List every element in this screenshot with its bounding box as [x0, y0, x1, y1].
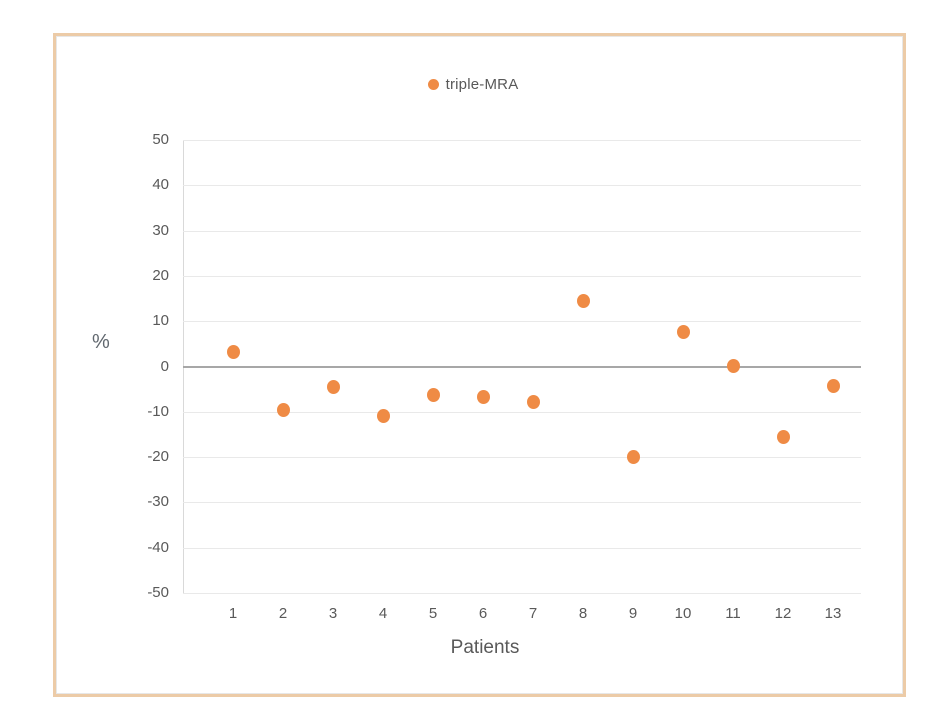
gridline [183, 275, 861, 277]
x-tick-label: 4 [378, 605, 388, 622]
chart-border [56, 36, 903, 694]
data-point [376, 408, 390, 423]
x-tick-label: 6 [478, 605, 488, 622]
legend-label: triple-MRA [445, 76, 519, 93]
gridline [183, 185, 861, 187]
data-point [276, 403, 290, 418]
gridline [183, 140, 861, 141]
y-tick-label: 10 [152, 312, 169, 330]
y-tick-label: -20 [147, 448, 169, 466]
gridline [183, 321, 861, 323]
gridline [183, 547, 861, 549]
gridline [183, 411, 861, 413]
legend: triple-MRA [0, 76, 946, 93]
x-tick-label: 10 [674, 605, 692, 622]
data-point [576, 294, 590, 309]
y-tick-label: 40 [152, 176, 169, 194]
legend-marker-icon [427, 79, 439, 90]
data-point [326, 380, 340, 395]
y-axis-title: % [92, 331, 110, 353]
x-tick-label: 8 [578, 605, 588, 622]
x-tick-label: 1 [228, 605, 238, 622]
y-tick-label: 0 [160, 357, 169, 375]
data-point [526, 395, 540, 410]
x-tick-label: 2 [278, 605, 288, 622]
y-tick-label: -30 [147, 493, 169, 511]
x-tick-label: 13 [824, 605, 842, 622]
gridline [183, 230, 861, 232]
y-tick-label: 30 [152, 221, 169, 239]
data-point [676, 324, 690, 339]
y-tick-label: -40 [147, 538, 169, 556]
data-point [776, 430, 790, 445]
x-tick-label: 5 [428, 605, 438, 622]
x-tick-label: 11 [725, 605, 741, 622]
x-axis-title: Patients [450, 637, 520, 658]
y-tick-label: -10 [147, 402, 169, 420]
y-tick-label: 50 [152, 131, 169, 148]
data-point [826, 379, 840, 394]
page-border-frame [53, 33, 906, 697]
x-tick-label: 7 [528, 605, 538, 622]
zero-gridline [183, 365, 861, 368]
gridline [183, 593, 861, 594]
x-tick-label: 3 [328, 605, 338, 622]
y-tick-label: 20 [152, 266, 169, 284]
data-point [476, 390, 490, 405]
y-tick-label: -50 [147, 584, 169, 601]
gridline [183, 457, 861, 459]
gridline [183, 502, 861, 504]
plot-area: 50 40 30 20 10 0 -10 -20 -30 -40 -50 1 2 3 4 5 6 7 8 9 10 11 1… [147, 132, 861, 622]
data-point [726, 358, 740, 373]
data-point [226, 344, 240, 359]
data-point [426, 388, 440, 403]
x-tick-label: 9 [628, 605, 638, 622]
data-point [626, 449, 640, 464]
x-tick-label: 12 [774, 605, 792, 622]
